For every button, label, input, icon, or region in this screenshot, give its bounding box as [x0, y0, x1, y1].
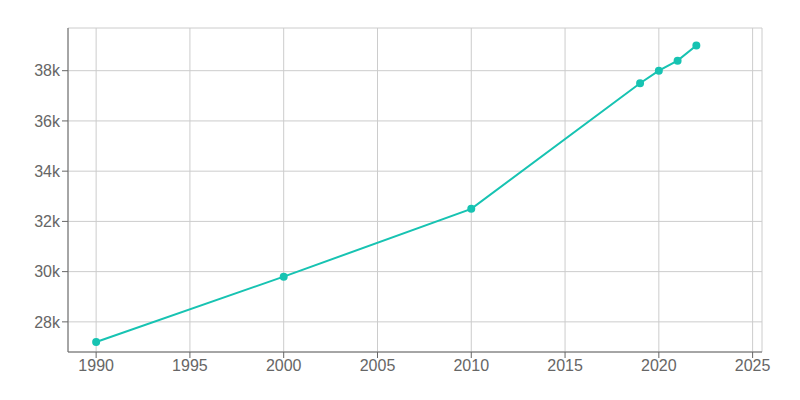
- svg-text:28k: 28k: [34, 314, 61, 331]
- svg-text:36k: 36k: [34, 113, 61, 130]
- svg-text:2000: 2000: [266, 357, 302, 374]
- svg-text:2025: 2025: [735, 357, 771, 374]
- svg-text:30k: 30k: [34, 263, 61, 280]
- svg-text:2005: 2005: [360, 357, 396, 374]
- svg-text:2015: 2015: [547, 357, 583, 374]
- svg-text:1995: 1995: [172, 357, 208, 374]
- svg-text:2020: 2020: [641, 357, 677, 374]
- svg-text:1990: 1990: [78, 357, 114, 374]
- svg-text:34k: 34k: [34, 163, 61, 180]
- svg-text:32k: 32k: [34, 213, 61, 230]
- svg-text:38k: 38k: [34, 62, 61, 79]
- svg-text:2010: 2010: [453, 357, 489, 374]
